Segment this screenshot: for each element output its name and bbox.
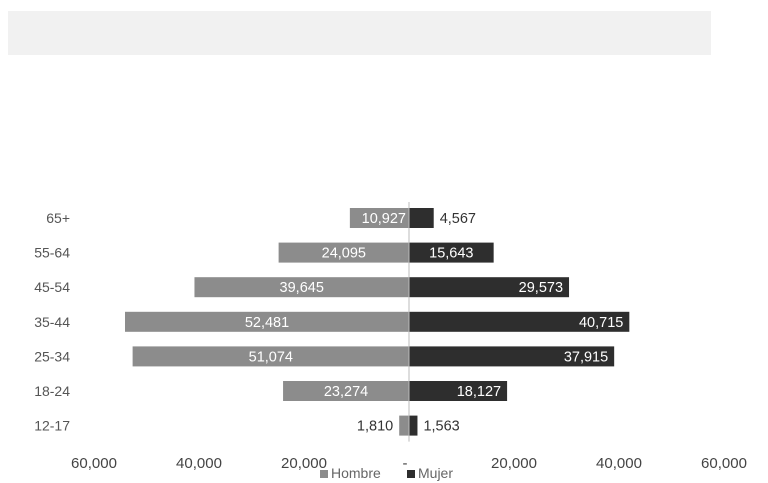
data-label-mujer: 1,563 [423,419,459,435]
data-label-hombre: 23,274 [324,384,368,400]
category-label: 12-17 [34,418,70,434]
bar-hombre [125,311,409,332]
legend-swatch-mujer [407,470,415,478]
bar-mujer [409,346,615,367]
x-tick-label: 60,000 [71,455,117,472]
bar-hombre [194,277,409,298]
category-label: 35-44 [34,314,70,330]
bar-mujer [409,311,630,332]
data-label-hombre: 39,645 [280,280,324,296]
category-label: 18-24 [34,383,70,399]
bar-hombre [399,415,409,436]
data-label-hombre: 1,810 [357,419,393,435]
bar-mujer [409,277,570,298]
data-label-mujer: 15,643 [429,246,473,262]
category-label: 65+ [46,210,70,226]
data-label-hombre: 51,074 [249,349,293,365]
x-tick-label: 60,000 [701,455,747,472]
data-label-hombre: 10,927 [362,211,406,227]
bar-mujer [409,381,508,401]
data-label-mujer: 29,573 [519,280,563,296]
bar-hombre [278,242,409,263]
legend-label-hombre: Hombre [331,465,381,481]
x-tick-label: 20,000 [281,455,327,472]
x-tick-label: 40,000 [596,455,642,472]
header-banner [8,11,711,55]
category-label: 25-34 [34,348,70,364]
data-label-mujer: 40,715 [579,315,623,331]
bar-mujer [409,208,434,228]
category-label: 45-54 [34,279,70,295]
legend-label-mujer: Mujer [418,465,453,481]
category-label: 55-64 [34,245,70,261]
x-tick-label: 40,000 [176,455,222,472]
bar-hombre [349,208,409,228]
data-label-mujer: 18,127 [457,384,501,400]
bar-mujer [409,242,494,263]
x-tick-label: - [403,455,408,472]
x-tick-label: 20,000 [491,455,537,472]
data-label-hombre: 52,481 [245,315,289,331]
bar-mujer [409,415,418,436]
data-label-hombre: 24,095 [322,246,366,262]
bar-hombre [283,381,409,401]
data-label-mujer: 4,567 [440,211,476,227]
legend-swatch-hombre [320,470,328,478]
bar-hombre [132,346,409,367]
data-label-mujer: 37,915 [564,349,608,365]
